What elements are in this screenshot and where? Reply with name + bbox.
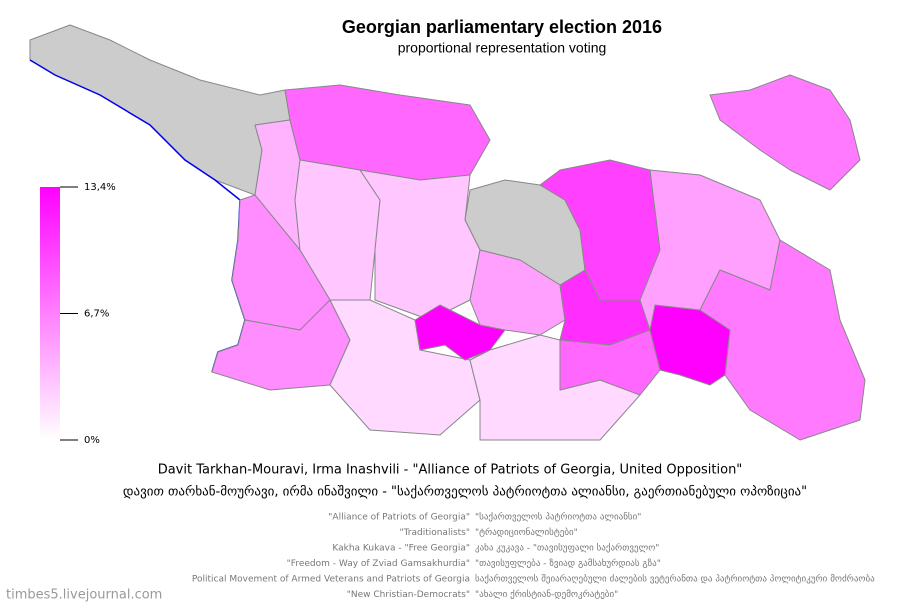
caption-ge: დავით თარხან-მოურავი, ირმა ინაშვილი - "ს… [123,485,807,500]
party-name-ge: "საქართველოს პატრიოტთა ალიანსი" [475,512,641,523]
district [559,329,661,396]
legend-tick-label: 6,7% [84,309,109,320]
party-list: "Alliance of Patriots of Georgia" "საქართ… [192,512,875,601]
party-name-ge: "თავისუფლება - ზვიად გამსახურდიას გზა" [475,558,661,569]
subtitle: proportional representation voting [398,40,607,56]
no-data-region [29,24,291,196]
party-name-ge: საქართველოს შეიარაღებული ძალების ვეტერან… [475,574,875,585]
party-name-ge: კახა კუკავა - "თავისუფალი საქართველო" [475,543,659,554]
legend-tick-label: 0% [84,435,100,446]
party-name-en: "Traditionalists" [399,528,470,538]
district [709,74,861,191]
party-name-en: "Freedom - Way of Zviad Gamsakhurdia" [287,559,470,569]
legend-tick-label: 13,4% [84,182,116,193]
party-name-ge: "ახალი ქრისტიან-დემოკრატები" [475,589,618,600]
party-name-en: Kakha Kukava - "Free Georgia" [332,544,470,554]
party-name-en: "New Christian-Democrats" [347,590,470,600]
party-name-ge: "ტრადიციონალისტები" [475,527,578,538]
party-name-en: Political Movement of Armed Veterans and… [192,575,470,585]
party-name-en: "Alliance of Patriots of Georgia" [328,513,470,523]
district [359,169,481,321]
district [699,239,866,441]
district [211,299,351,391]
legend-bar [40,187,60,440]
title: Georgian parliamentary election 2016 [342,17,662,37]
caption-en: Davit Tarkhan-Mouravi, Irma Inashvili - … [158,463,743,478]
legend: 13,4% 6,7% 0% [60,182,116,446]
map [29,24,866,441]
watermark: timbes5.livejournal.com [6,588,162,603]
